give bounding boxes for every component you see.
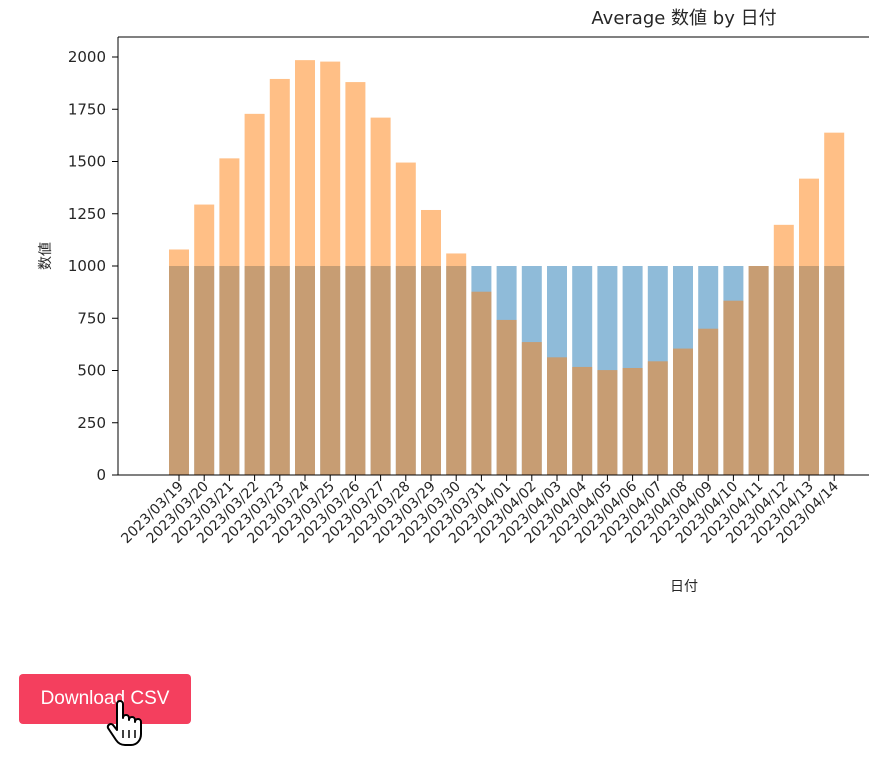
y-tick-label: 2000 (68, 48, 106, 66)
bar-series1-17 (597, 370, 618, 475)
y-tick-label: 1000 (68, 257, 106, 275)
bar-series1-15 (547, 357, 567, 475)
bar-series1-13 (496, 319, 517, 475)
bar-series1-1 (194, 204, 215, 475)
bar-series1-16 (572, 366, 593, 475)
y-axis: 0 250 500 750 1000 1250 1500 1750 2000 (68, 48, 118, 484)
bar-series1-14 (521, 342, 542, 475)
y-axis-label: 数値 (38, 242, 54, 270)
bar-series1-7 (345, 82, 366, 475)
y-tick-label: 250 (77, 414, 106, 432)
bar-series1-26 (824, 132, 845, 475)
bar-series1-6 (320, 61, 341, 475)
chart: Average 数値 by 日付 0 250 500 750 1000 1250 1500 1… (38, 8, 869, 595)
bar-series1-24 (773, 224, 794, 475)
bar-series1-21 (698, 328, 719, 475)
y-tick-label: 1750 (68, 100, 106, 118)
bar-series1-2 (219, 158, 240, 475)
y-tick-label: 500 (77, 362, 106, 380)
bar-series1-11 (446, 253, 467, 475)
bar-series1-20 (673, 348, 693, 475)
x-axis: 2023/03/192023/03/202023/03/212023/03/22… (118, 475, 842, 547)
bar-series1-10 (421, 209, 441, 475)
chart-title: Average 数値 by 日付 (591, 8, 776, 29)
y-tick-label: 750 (77, 309, 106, 327)
y-tick-label: 1500 (68, 153, 106, 171)
hand-pointer-icon (106, 700, 142, 746)
bar-series1-5 (295, 60, 315, 475)
bar-series1-22 (723, 300, 744, 475)
bars-group (169, 60, 845, 475)
bar-series1-23 (748, 266, 769, 475)
bar-series1-18 (622, 367, 643, 475)
x-axis-label: 日付 (670, 579, 698, 595)
y-tick-label: 0 (96, 466, 106, 484)
bar-series1-0 (169, 249, 189, 475)
y-tick-label: 1250 (68, 205, 106, 223)
bar-series1-25 (799, 178, 819, 475)
bar-series1-12 (471, 291, 492, 475)
bar-series1-9 (395, 162, 416, 475)
bar-series1-8 (370, 117, 391, 475)
bar-series1-4 (269, 78, 290, 475)
bar-series1-19 (647, 361, 668, 475)
bar-series1-3 (244, 113, 265, 475)
download-csv-button[interactable]: Download CSV (19, 674, 191, 724)
